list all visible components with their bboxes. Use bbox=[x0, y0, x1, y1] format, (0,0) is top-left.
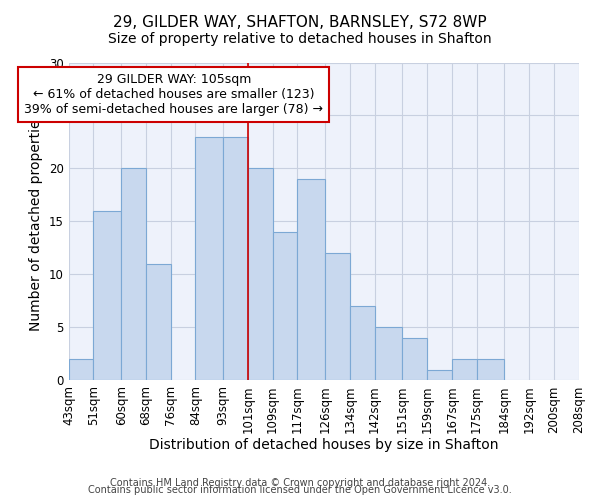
Text: 29, GILDER WAY, SHAFTON, BARNSLEY, S72 8WP: 29, GILDER WAY, SHAFTON, BARNSLEY, S72 8… bbox=[113, 15, 487, 30]
Bar bbox=[121, 168, 146, 380]
X-axis label: Distribution of detached houses by size in Shafton: Distribution of detached houses by size … bbox=[149, 438, 499, 452]
Text: Size of property relative to detached houses in Shafton: Size of property relative to detached ho… bbox=[108, 32, 492, 46]
Bar bbox=[272, 232, 298, 380]
Text: 29 GILDER WAY: 105sqm
← 61% of detached houses are smaller (123)
39% of semi-det: 29 GILDER WAY: 105sqm ← 61% of detached … bbox=[24, 73, 323, 116]
Bar bbox=[374, 328, 403, 380]
Bar bbox=[196, 136, 223, 380]
Text: Contains public sector information licensed under the Open Government Licence v3: Contains public sector information licen… bbox=[88, 485, 512, 495]
Y-axis label: Number of detached properties: Number of detached properties bbox=[29, 112, 43, 331]
Bar bbox=[452, 360, 476, 380]
Bar bbox=[298, 179, 325, 380]
Bar bbox=[350, 306, 374, 380]
Text: Contains HM Land Registry data © Crown copyright and database right 2024.: Contains HM Land Registry data © Crown c… bbox=[110, 478, 490, 488]
Bar bbox=[248, 168, 272, 380]
Bar bbox=[476, 360, 505, 380]
Bar bbox=[146, 264, 170, 380]
Bar bbox=[94, 211, 121, 380]
Bar bbox=[325, 254, 350, 380]
Bar bbox=[68, 360, 94, 380]
Bar bbox=[223, 136, 248, 380]
Bar bbox=[427, 370, 452, 380]
Bar bbox=[403, 338, 427, 380]
